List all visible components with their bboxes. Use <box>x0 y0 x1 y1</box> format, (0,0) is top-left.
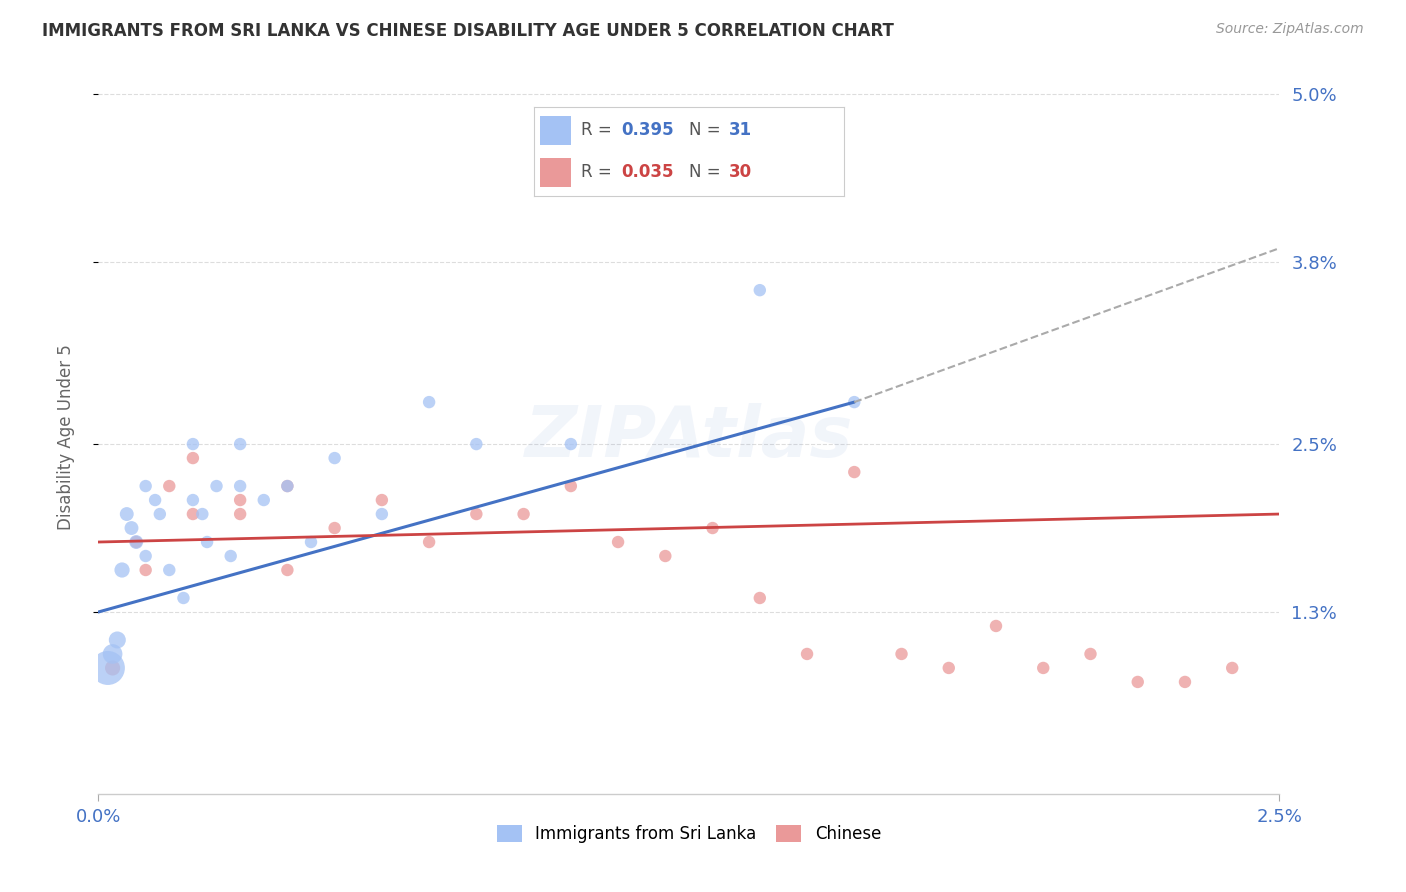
Bar <box>540 158 571 187</box>
Point <box>1032 661 1054 675</box>
Text: ZIPAtlas: ZIPAtlas <box>524 402 853 472</box>
Point <box>97 661 120 675</box>
Point <box>101 647 124 661</box>
Point <box>121 521 143 535</box>
Point <box>844 395 866 409</box>
Text: IMMIGRANTS FROM SRI LANKA VS CHINESE DISABILITY AGE UNDER 5 CORRELATION CHART: IMMIGRANTS FROM SRI LANKA VS CHINESE DIS… <box>42 22 894 40</box>
Point <box>276 479 298 493</box>
Point <box>135 563 157 577</box>
Point <box>149 507 172 521</box>
Y-axis label: Disability Age Under 5: Disability Age Under 5 <box>56 344 75 530</box>
Point <box>748 591 770 605</box>
Point <box>654 549 676 563</box>
Point <box>465 437 488 451</box>
Point <box>702 521 724 535</box>
Point <box>1080 647 1102 661</box>
Text: 31: 31 <box>730 121 752 139</box>
Point <box>229 479 252 493</box>
Point <box>253 493 276 508</box>
Point <box>191 507 214 521</box>
Point <box>135 479 157 493</box>
Text: N =: N = <box>689 163 725 181</box>
Point <box>101 661 124 675</box>
Point <box>1126 675 1149 690</box>
Point <box>143 493 166 508</box>
Point <box>984 619 1007 633</box>
Legend: Immigrants from Sri Lanka, Chinese: Immigrants from Sri Lanka, Chinese <box>491 818 887 850</box>
Point <box>229 437 252 451</box>
Point <box>205 479 228 493</box>
Point <box>181 507 204 521</box>
Point <box>181 437 204 451</box>
Point <box>844 465 866 479</box>
Point <box>125 535 148 549</box>
Point <box>607 535 630 549</box>
Point <box>111 563 134 577</box>
Point <box>181 493 204 508</box>
Point <box>195 535 218 549</box>
Point <box>938 661 960 675</box>
Bar <box>540 116 571 145</box>
Text: 0.395: 0.395 <box>621 121 673 139</box>
Point <box>105 632 128 647</box>
Point <box>157 479 180 493</box>
Point <box>323 451 346 466</box>
Point <box>560 479 582 493</box>
Point <box>181 451 204 466</box>
Point <box>1220 661 1243 675</box>
Point <box>219 549 242 563</box>
Point <box>135 549 157 563</box>
Point <box>512 507 534 521</box>
Point <box>418 395 440 409</box>
Point <box>115 507 138 521</box>
Point <box>299 535 322 549</box>
Point <box>371 507 394 521</box>
Point <box>371 493 394 508</box>
Point <box>172 591 194 605</box>
Point <box>229 507 252 521</box>
Point <box>560 437 582 451</box>
Point <box>276 479 298 493</box>
Text: N =: N = <box>689 121 725 139</box>
Text: Source: ZipAtlas.com: Source: ZipAtlas.com <box>1216 22 1364 37</box>
Point <box>465 507 488 521</box>
Point <box>229 493 252 508</box>
Point <box>890 647 912 661</box>
Text: 30: 30 <box>730 163 752 181</box>
Point <box>796 647 818 661</box>
Point <box>125 535 148 549</box>
Point <box>276 563 298 577</box>
Point <box>748 283 770 297</box>
Point <box>418 535 440 549</box>
Point <box>1174 675 1197 690</box>
Text: R =: R = <box>581 163 617 181</box>
Point <box>323 521 346 535</box>
Text: 0.035: 0.035 <box>621 163 673 181</box>
Text: R =: R = <box>581 121 617 139</box>
Point <box>157 563 180 577</box>
